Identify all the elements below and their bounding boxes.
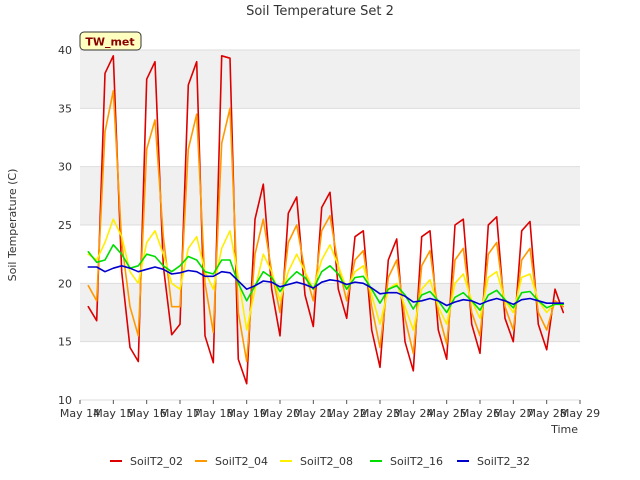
x-tick-label: May 24	[393, 407, 433, 420]
y-tick-label: 10	[58, 394, 72, 407]
x-tick-label: May 28	[527, 407, 567, 420]
site-tag: TW_met	[79, 31, 142, 51]
x-tick-label: May 17	[160, 407, 200, 420]
x-tick-label: May 14	[60, 407, 100, 420]
x-tick-label: May 18	[193, 407, 233, 420]
chart-title: Soil Temperature Set 2	[246, 4, 394, 19]
legend-label: SoilT2_16	[390, 455, 443, 468]
legend-label: SoilT2_32	[477, 455, 530, 468]
x-tick-label: May 25	[427, 407, 467, 420]
legend: SoilT2_02 SoilT2_04 SoilT2_08 SoilT2_16 Soil…	[110, 455, 530, 468]
x-tick-label: May 23	[360, 407, 400, 420]
background-band	[80, 283, 580, 342]
x-tick-label: May 15	[93, 407, 133, 420]
series-line-soilt2-32	[87, 264, 565, 307]
grid-lines	[80, 49, 580, 401]
y-tick-label: 15	[58, 336, 72, 349]
y-tick-label: 25	[58, 219, 72, 232]
background-band	[80, 50, 580, 109]
x-axis-label: Time	[550, 423, 578, 436]
x-tick-label: May 22	[327, 407, 367, 420]
y-axis-label: Soil Temperature (C)	[6, 169, 19, 282]
legend-label: SoilT2_04	[215, 455, 268, 468]
y-tick-label: 35	[58, 102, 72, 115]
site-tag-box	[79, 31, 142, 51]
legend-label: SoilT2_08	[300, 455, 353, 468]
x-tick-label: May 26	[460, 407, 500, 420]
x-tick-label: May 29	[560, 407, 600, 420]
y-tick-label: 20	[58, 277, 72, 290]
series-lines	[87, 54, 565, 385]
x-tick-label: May 20	[260, 407, 300, 420]
site-tag-label: TW_met	[85, 36, 134, 49]
legend-label: SoilT2_02	[130, 455, 183, 468]
x-tick-label: May 16	[127, 407, 167, 420]
x-tick-label: May 27	[493, 407, 533, 420]
y-tick-label: 30	[58, 161, 72, 174]
x-tick-label: May 19	[227, 407, 267, 420]
y-tick-label: 40	[58, 44, 72, 57]
x-tick-label: May 21	[293, 407, 333, 420]
